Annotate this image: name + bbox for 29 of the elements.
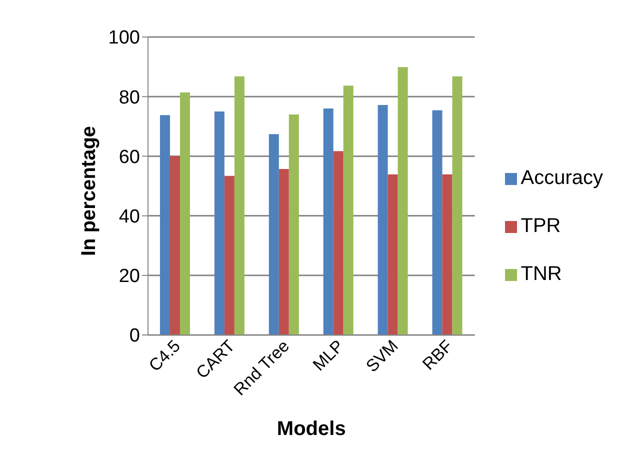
legend-label: TNR (520, 262, 562, 284)
x-axis-title: Models (276, 418, 346, 440)
bar (388, 174, 398, 335)
y-tick-label: 20 (118, 266, 140, 288)
bar (224, 176, 234, 335)
bar (398, 67, 408, 335)
bar (214, 112, 224, 335)
bar (180, 92, 190, 335)
bar (432, 110, 442, 335)
bar (278, 169, 289, 335)
bar (160, 115, 170, 335)
bar (378, 104, 388, 335)
bar (333, 151, 344, 335)
bar (452, 76, 462, 335)
y-tick-label: 80 (118, 87, 140, 108)
bar (268, 134, 279, 335)
y-tick-label: 40 (118, 206, 140, 228)
y-tick-label: 100 (108, 28, 140, 49)
bar (323, 108, 334, 335)
y-tick-label: 60 (118, 146, 140, 168)
bar (343, 86, 354, 335)
legend-label: TPR (520, 214, 561, 236)
bar (234, 76, 244, 335)
y-axis-title: In percentage (78, 126, 100, 256)
y-tick-label: 0 (129, 326, 140, 347)
bar (442, 174, 452, 335)
legend-label: Accuracy (520, 166, 603, 188)
bar (170, 156, 180, 335)
bar (288, 114, 299, 335)
